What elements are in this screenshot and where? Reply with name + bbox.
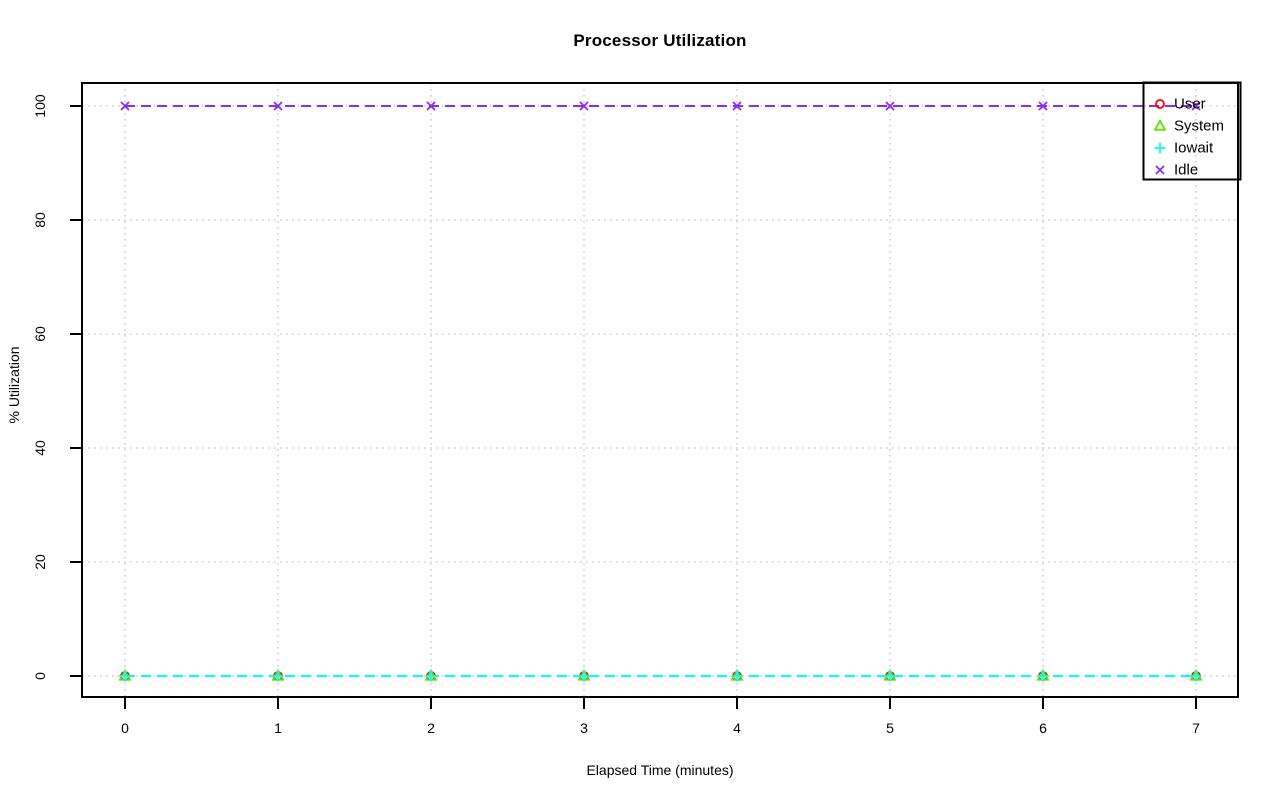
legend-box — [1142, 81, 1242, 181]
y-tick-label: 20 — [32, 554, 48, 570]
legend-marker-iowait — [1154, 142, 1166, 154]
chart-title: Processor Utilization — [573, 31, 747, 50]
series-marker-iowait — [1190, 670, 1202, 682]
x-tick-label: 5 — [886, 720, 894, 736]
y-tick-label: 100 — [32, 94, 48, 118]
series-marker-idle — [426, 101, 436, 111]
series-marker-iowait — [425, 670, 437, 682]
series-marker-idle — [579, 101, 589, 111]
series-marker-idle — [1191, 101, 1201, 111]
series-marker-idle — [732, 101, 742, 111]
y-axis-title: % Utilization — [6, 346, 22, 424]
legend-label-idle: Idle — [1174, 162, 1198, 179]
series-marker-iowait — [272, 670, 284, 682]
series-marker-idle — [273, 101, 283, 111]
legend-label-iowait: Iowait — [1174, 140, 1214, 157]
legend-label-system: System — [1174, 118, 1224, 135]
series-marker-iowait — [119, 670, 131, 682]
legend-marker-user — [1155, 99, 1165, 109]
x-tick-label: 4 — [733, 720, 741, 736]
x-axis-title: Elapsed Time (minutes) — [586, 762, 734, 778]
legend-marker-system — [1153, 118, 1167, 131]
x-tick-label: 6 — [1039, 720, 1047, 736]
plot-border — [81, 82, 1239, 698]
y-tick-label: 40 — [32, 440, 48, 456]
x-tick-label: 2 — [427, 720, 435, 736]
x-tick-label: 3 — [580, 720, 588, 736]
y-tick-label: 0 — [32, 672, 48, 680]
x-tick-label: 1 — [274, 720, 282, 736]
series-marker-iowait — [1037, 670, 1049, 682]
x-tick-label: 0 — [121, 720, 129, 736]
series-marker-iowait — [578, 670, 590, 682]
series-marker-idle — [120, 101, 130, 111]
series-marker-iowait — [884, 670, 896, 682]
legend-marker-idle — [1155, 165, 1165, 175]
y-tick-label: 80 — [32, 212, 48, 228]
series-marker-iowait — [731, 670, 743, 682]
series-marker-idle — [1038, 101, 1048, 111]
series-marker-idle — [885, 101, 895, 111]
x-tick-label: 7 — [1192, 720, 1200, 736]
y-tick-label: 60 — [32, 326, 48, 342]
legend-label-user: User — [1174, 96, 1206, 113]
